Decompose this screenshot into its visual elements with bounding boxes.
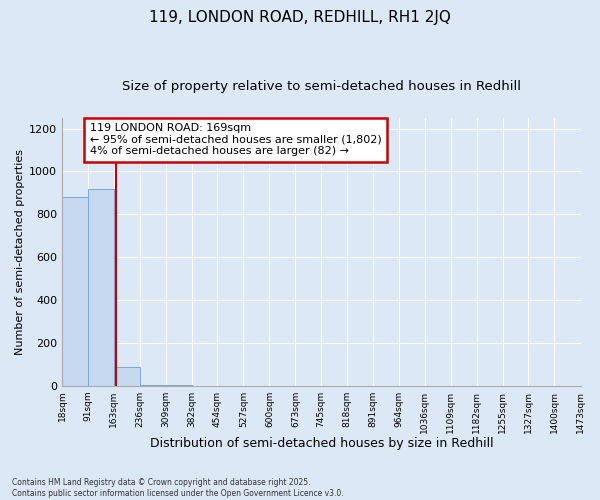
Y-axis label: Number of semi-detached properties: Number of semi-detached properties — [15, 149, 25, 355]
Bar — [114, 366, 140, 386]
Bar — [88, 188, 114, 386]
X-axis label: Distribution of semi-detached houses by size in Redhill: Distribution of semi-detached houses by … — [149, 437, 493, 450]
Bar — [62, 197, 88, 386]
Bar — [140, 385, 166, 386]
Text: Contains HM Land Registry data © Crown copyright and database right 2025.
Contai: Contains HM Land Registry data © Crown c… — [12, 478, 344, 498]
Text: 119, LONDON ROAD, REDHILL, RH1 2JQ: 119, LONDON ROAD, REDHILL, RH1 2JQ — [149, 10, 451, 25]
Title: Size of property relative to semi-detached houses in Redhill: Size of property relative to semi-detach… — [122, 80, 521, 93]
Text: 119 LONDON ROAD: 169sqm
← 95% of semi-detached houses are smaller (1,802)
4% of : 119 LONDON ROAD: 169sqm ← 95% of semi-de… — [90, 123, 382, 156]
